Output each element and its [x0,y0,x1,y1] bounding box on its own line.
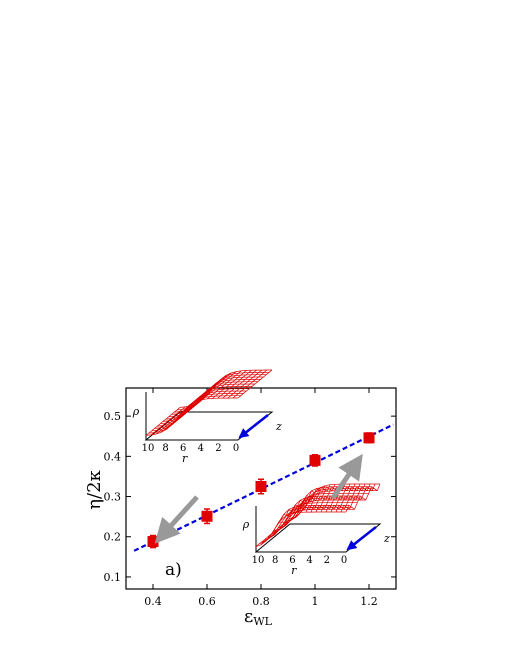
inset-r-tick: 4 [306,555,312,566]
inset-r-tick: 8 [162,443,168,454]
inset-r-label: r [182,452,188,465]
inset-r-tick: 0 [341,555,347,566]
inset-r-tick: 0 [233,443,239,454]
x-tick-label: 0.6 [198,595,216,608]
inset-rho-label: ρ [242,518,250,531]
inset-mesh-line [280,491,316,521]
inset-mesh-line [325,483,361,513]
inset-base [254,523,382,553]
inset-base [144,411,274,441]
x-tick-label: 1 [312,595,319,608]
inset-mesh-line [330,483,366,513]
inset-mesh-line [145,407,181,436]
inset-mesh-line [255,518,291,547]
inset-r-tick: 8 [272,555,278,566]
data-point [147,536,159,548]
y-tick-label: 0.4 [104,450,122,463]
inset-mesh-line [207,370,242,400]
inset-z-arrow [346,526,377,551]
y-tick-label: 0.3 [104,491,122,504]
inset-mesh-line [270,506,306,535]
inset-mesh-line [295,484,331,513]
data-point [255,480,267,492]
inset-mesh-line [335,483,371,513]
inset-r-tick: 10 [252,555,265,566]
y-tick-label: 0.5 [104,410,122,423]
inset-r-tick: 2 [215,443,221,454]
inset-mesh-line [196,372,232,402]
data-point [363,432,375,444]
inset-mesh-line [181,384,217,413]
inset-mesh-line [150,406,186,436]
inset-mesh-line [212,370,247,399]
inset-rho-label: ρ [132,405,140,418]
inset-mesh-line [290,485,326,514]
x-tick-label: 0.4 [144,595,162,608]
y-axis-label: η/2κ [84,469,105,509]
inset-mesh-line [285,487,321,516]
inset-mesh-line [176,390,211,420]
inset-mesh-line [275,498,311,527]
inset-mesh-line [217,369,252,399]
inset-r-tick: 10 [142,443,155,454]
y-tick-label: 0.1 [104,571,122,584]
inset-mesh-line [237,369,273,399]
inset-mesh-line [171,396,206,426]
x-tick-label: 0.8 [252,595,270,608]
x-axis-label-sub: WL [253,615,272,628]
inset-mesh-line [340,483,376,513]
inset-r-tick: 6 [289,555,295,566]
inset-mesh-line [227,369,263,399]
y-tick-label: 0.2 [104,531,122,544]
inset-mesh-line [300,484,336,513]
inset-mesh-line [265,512,301,542]
pointer-arrow-left [154,495,199,544]
data-point [309,454,321,466]
inset-mesh-line [191,375,227,404]
inset-z-label: z [275,420,282,433]
inset-bottom-right: ρ 10 8 6 4 2 0 r z [242,483,390,577]
x-axis-label: εWL [244,606,273,628]
x-axis-label-main: ε [244,606,253,627]
inset-r-tick: 6 [180,443,186,454]
inset-mesh-line [222,369,257,399]
inset-top-left: ρ 10 8 6 4 2 0 r z [132,369,282,465]
inset-mesh-line [201,371,237,400]
inset-mesh-line [320,483,356,513]
data-points [147,432,375,549]
pointer-arrow-right [330,453,363,500]
inset-mesh-line [232,369,268,399]
panel-label: a) [165,560,182,580]
inset-z-arrow [238,414,269,439]
data-point [201,510,213,522]
inset-mesh-line [161,403,196,433]
inset-mesh-line [305,483,341,513]
inset-r-label: r [291,564,297,577]
inset-mesh-line [345,483,381,513]
axis-ticks: 0.4 0.6 0.8 1 1.2 0.1 0.2 0.3 0.4 0.5 [104,388,396,608]
inset-r-tick: 4 [198,443,204,454]
inset-r-tick: 2 [324,555,330,566]
inset-z-label: z [383,532,390,545]
x-tick-label: 1.2 [360,595,378,608]
